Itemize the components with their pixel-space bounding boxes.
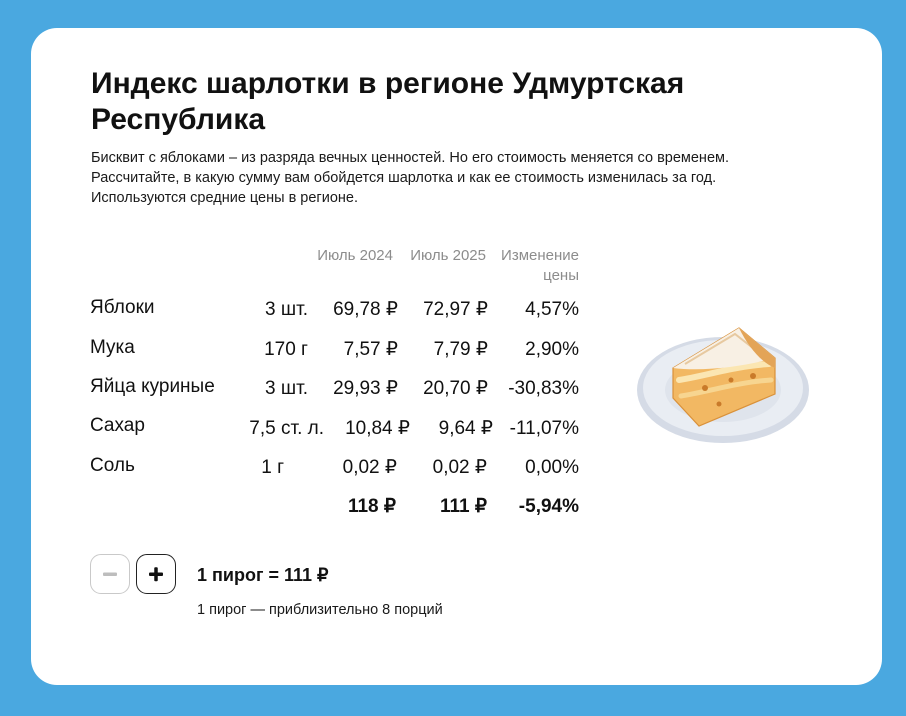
price-2025: 7,79 ₽	[433, 339, 488, 360]
column-header-change-line1: Изменение	[501, 247, 579, 264]
price-2025: 72,97 ₽	[423, 299, 488, 320]
page-title: Индекс шарлотки в регионе Удмуртская Рес…	[91, 67, 685, 136]
total-2025: 111 ₽	[440, 496, 487, 517]
price-change: -11,07%	[509, 418, 579, 439]
decrease-button[interactable]	[90, 554, 130, 594]
price-2024: 29,93 ₽	[333, 378, 398, 399]
price-2025: 9,64 ₽	[438, 418, 493, 439]
total-2024: 118 ₽	[347, 496, 396, 517]
ingredient-quantity: 1 г	[261, 457, 284, 478]
column-header-july-2024: Июль 2024	[317, 247, 393, 264]
total-change: -5,94%	[518, 496, 579, 517]
ingredient-quantity: 3 шт.	[265, 378, 308, 399]
price-2024: 69,78 ₽	[333, 299, 398, 320]
ingredient-name: Яйца куриные	[90, 376, 215, 397]
column-header-change-line2: цены	[543, 267, 579, 284]
price-change: 4,57%	[525, 299, 579, 320]
minus-icon	[103, 572, 117, 576]
charlotte-pie-illustration	[637, 327, 809, 443]
ingredient-quantity: 7,5 ст. л.	[249, 418, 324, 439]
ingredient-name: Яблоки	[90, 297, 155, 318]
charlotte-index-card: Индекс шарлотки в регионе Удмуртская Рес…	[31, 28, 882, 685]
portion-note: 1 пирог — приблизительно 8 порций	[197, 602, 443, 618]
column-header-july-2025: Июль 2025	[410, 247, 486, 264]
ingredient-name: Сахар	[90, 415, 145, 436]
column-header-change: Изменение цены	[486, 246, 579, 286]
price-change: -30,83%	[508, 378, 579, 399]
price-2024: 7,57 ₽	[343, 339, 398, 360]
ingredient-quantity: 3 шт.	[265, 299, 308, 320]
ingredient-name: Соль	[90, 455, 135, 476]
page-description: Бисквит с яблоками – из разряда вечных ц…	[91, 150, 729, 206]
ingredient-quantity: 170 г	[264, 339, 308, 360]
increase-button[interactable]	[136, 554, 176, 594]
pie-cost-result: 1 пирог = 111 ₽	[197, 565, 329, 585]
ingredient-name: Мука	[90, 337, 135, 358]
plus-icon	[149, 567, 163, 582]
price-2024: 10,84 ₽	[345, 418, 410, 439]
price-2025: 20,70 ₽	[423, 378, 488, 399]
price-change: 2,90%	[525, 339, 579, 360]
price-2025: 0,02 ₽	[432, 457, 487, 478]
price-2024: 0,02 ₽	[342, 457, 397, 478]
price-change: 0,00%	[525, 457, 579, 478]
